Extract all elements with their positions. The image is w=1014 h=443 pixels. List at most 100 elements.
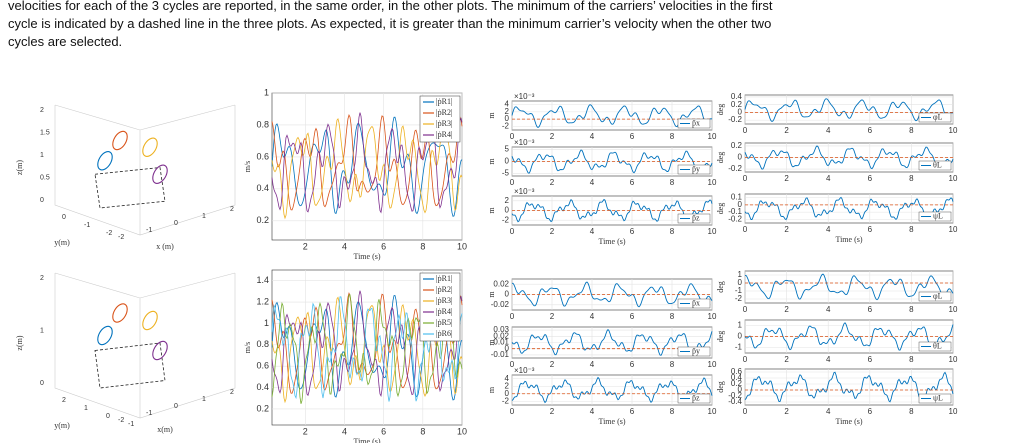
y-tick-label: 2 xyxy=(62,397,66,404)
legend-box xyxy=(918,112,952,123)
y-tick-label: 0.02 xyxy=(493,331,509,340)
x-tick-label: 2 xyxy=(784,225,789,234)
legend-label: |ṗR3| xyxy=(436,296,453,305)
x-tick-label: 0 xyxy=(510,227,515,236)
legend-label: p̃z xyxy=(692,214,700,223)
x-tick-label: 0 xyxy=(174,220,178,227)
x-tick-label: 8 xyxy=(909,126,914,135)
y-tick-label: 0 xyxy=(738,385,743,394)
x-tick-label: 2 xyxy=(784,407,789,416)
x-tick-label: 6 xyxy=(630,132,635,141)
trajectory xyxy=(142,137,158,157)
trace xyxy=(511,149,713,174)
y-tick-label: 0.2 xyxy=(731,379,743,388)
x-tick-label: 6 xyxy=(868,355,873,364)
legend-box xyxy=(918,393,952,404)
axes-box xyxy=(744,193,954,224)
trace xyxy=(271,118,463,220)
x-tick-label: 6 xyxy=(381,426,386,436)
y-tick-label: 1 xyxy=(738,270,743,279)
trajectory xyxy=(152,164,168,184)
x-tick-label: 4 xyxy=(590,312,595,321)
x-tick-label: 2 xyxy=(550,227,555,236)
x-axis-label: x (m) xyxy=(156,242,174,251)
y-tick-label: -1 xyxy=(128,421,134,428)
x-tick-label: 8 xyxy=(670,178,675,187)
x-tick-label: -2 xyxy=(118,417,124,424)
legend-box xyxy=(419,272,461,342)
x-tick-label: 6 xyxy=(630,227,635,236)
legend-box xyxy=(677,393,711,404)
legend-label: |ṗR5| xyxy=(436,318,453,327)
axes-box xyxy=(744,270,954,304)
x-tick-label: 4 xyxy=(826,407,831,416)
structure xyxy=(94,167,166,209)
y-tick-label: 1.4 xyxy=(256,275,269,285)
y-tick-label: 1 xyxy=(264,318,269,328)
legend-label: φL xyxy=(933,292,943,301)
y-tick-label: 0 xyxy=(505,114,510,123)
y-tick-label: 0.4 xyxy=(731,92,743,101)
y-tick-label: 1 xyxy=(738,321,743,330)
y-tick-label: 0.8 xyxy=(256,339,269,349)
y-axis-label: m xyxy=(487,207,496,214)
axis-exponent: ×10⁻³ xyxy=(514,92,535,101)
legend-box xyxy=(918,160,952,171)
legend-label: p̃x xyxy=(692,119,700,128)
y-axis-label: deg xyxy=(716,104,725,116)
x-tick-label: 6 xyxy=(630,312,635,321)
y-tick-label: 0 xyxy=(505,157,510,166)
y-axis-label: m xyxy=(487,339,496,346)
y-tick-label: 0.2 xyxy=(256,403,269,413)
axis-exponent: ×10⁻³ xyxy=(514,187,535,196)
x-tick-label: 2 xyxy=(550,132,555,141)
x-tick-label: 2 xyxy=(230,206,234,213)
x-tick-label: 4 xyxy=(590,360,595,369)
legend-label: |ṗR1| xyxy=(436,97,453,106)
z-tick-label: 2 xyxy=(40,107,44,114)
x-axis-label: Time (s) xyxy=(353,437,380,443)
y-tick-label: 2 xyxy=(505,196,510,205)
y-tick-label: 0.2 xyxy=(731,100,743,109)
x-tick-label: 0 xyxy=(510,312,515,321)
x-tick-label: 0 xyxy=(743,305,748,314)
y-tick-label: 0 xyxy=(505,344,510,353)
legend-label: |ṗR2| xyxy=(436,285,453,294)
y-tick-label: -2 xyxy=(735,294,743,303)
x-tick-label: 10 xyxy=(708,360,717,369)
x-tick-label: 10 xyxy=(708,227,717,236)
x-tick-label: 0 xyxy=(743,407,748,416)
z-axis-label: z(m) xyxy=(15,160,24,175)
y-tick-label: -1 xyxy=(735,343,743,352)
x-tick-label: 2 xyxy=(784,355,789,364)
text-line: cycles are selected. xyxy=(8,34,123,49)
x-axis-label: Time (s) xyxy=(353,252,380,261)
x-axis-label: x(m) xyxy=(157,425,173,434)
legend-label: p̃x xyxy=(692,299,700,308)
x-tick-label: 0 xyxy=(510,407,515,416)
y-tick-label: 0.2 xyxy=(256,215,269,225)
y-tick-label: -0.2 xyxy=(728,164,742,173)
x-tick-label: 8 xyxy=(909,225,914,234)
x-tick-label: 1 xyxy=(202,396,206,403)
x-tick-label: 2 xyxy=(550,312,555,321)
x-tick-label: 8 xyxy=(909,407,914,416)
x-tick-label: 6 xyxy=(868,174,873,183)
x-tick-label: 8 xyxy=(670,360,675,369)
y-tick-label: 0.01 xyxy=(493,338,509,347)
y-tick-label: -1 xyxy=(735,286,743,295)
y-tick-label: 0.2 xyxy=(731,141,743,150)
x-tick-label: 6 xyxy=(630,178,635,187)
x-tick-label: 10 xyxy=(949,305,958,314)
x-tick-label: 4 xyxy=(826,174,831,183)
x-tick-label: 10 xyxy=(708,407,717,416)
x-tick-label: 8 xyxy=(420,241,425,251)
x-tick-label: 8 xyxy=(909,305,914,314)
x-tick-label: 10 xyxy=(457,426,467,436)
y-axis-label: deg xyxy=(716,331,725,343)
y-axis-label: y(m) xyxy=(54,238,70,247)
y-axis-label: deg xyxy=(716,281,725,293)
x-tick-label: 4 xyxy=(826,355,831,364)
